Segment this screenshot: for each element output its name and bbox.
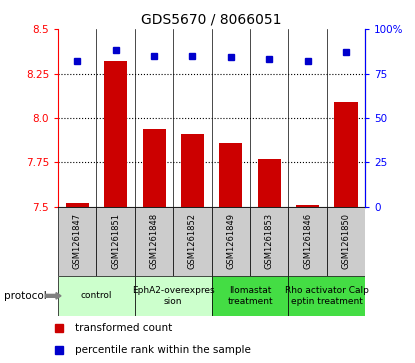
Bar bbox=[250, 207, 288, 276]
Text: GSM1261852: GSM1261852 bbox=[188, 213, 197, 269]
Text: transformed count: transformed count bbox=[75, 323, 172, 333]
Bar bbox=[288, 276, 365, 316]
Text: GSM1261853: GSM1261853 bbox=[265, 213, 274, 269]
Bar bbox=[135, 276, 212, 316]
Bar bbox=[181, 134, 204, 207]
Bar bbox=[288, 207, 327, 276]
Bar bbox=[258, 159, 281, 207]
Bar bbox=[334, 102, 357, 207]
Text: Rho activator Calp
eptin treatment: Rho activator Calp eptin treatment bbox=[285, 286, 369, 306]
Bar bbox=[296, 205, 319, 207]
Bar bbox=[58, 276, 135, 316]
Bar bbox=[173, 207, 212, 276]
Text: percentile rank within the sample: percentile rank within the sample bbox=[75, 345, 251, 355]
Text: GSM1261851: GSM1261851 bbox=[111, 213, 120, 269]
Text: Ilomastat
treatment: Ilomastat treatment bbox=[227, 286, 273, 306]
Text: GSM1261847: GSM1261847 bbox=[73, 213, 82, 269]
Bar bbox=[66, 203, 89, 207]
Text: control: control bbox=[81, 291, 112, 300]
Text: EphA2-overexpres
sion: EphA2-overexpres sion bbox=[132, 286, 215, 306]
Title: GDS5670 / 8066051: GDS5670 / 8066051 bbox=[142, 12, 282, 26]
Text: GSM1261846: GSM1261846 bbox=[303, 213, 312, 269]
Text: protocol: protocol bbox=[4, 291, 47, 301]
Bar bbox=[143, 129, 166, 207]
Bar bbox=[220, 143, 242, 207]
Text: GSM1261849: GSM1261849 bbox=[226, 213, 235, 269]
Bar bbox=[327, 207, 365, 276]
Bar bbox=[135, 207, 173, 276]
Bar bbox=[96, 207, 135, 276]
Text: GSM1261848: GSM1261848 bbox=[149, 213, 159, 269]
Bar bbox=[212, 276, 288, 316]
Bar bbox=[212, 207, 250, 276]
Bar bbox=[58, 207, 96, 276]
Bar bbox=[104, 61, 127, 207]
Text: GSM1261850: GSM1261850 bbox=[342, 213, 351, 269]
